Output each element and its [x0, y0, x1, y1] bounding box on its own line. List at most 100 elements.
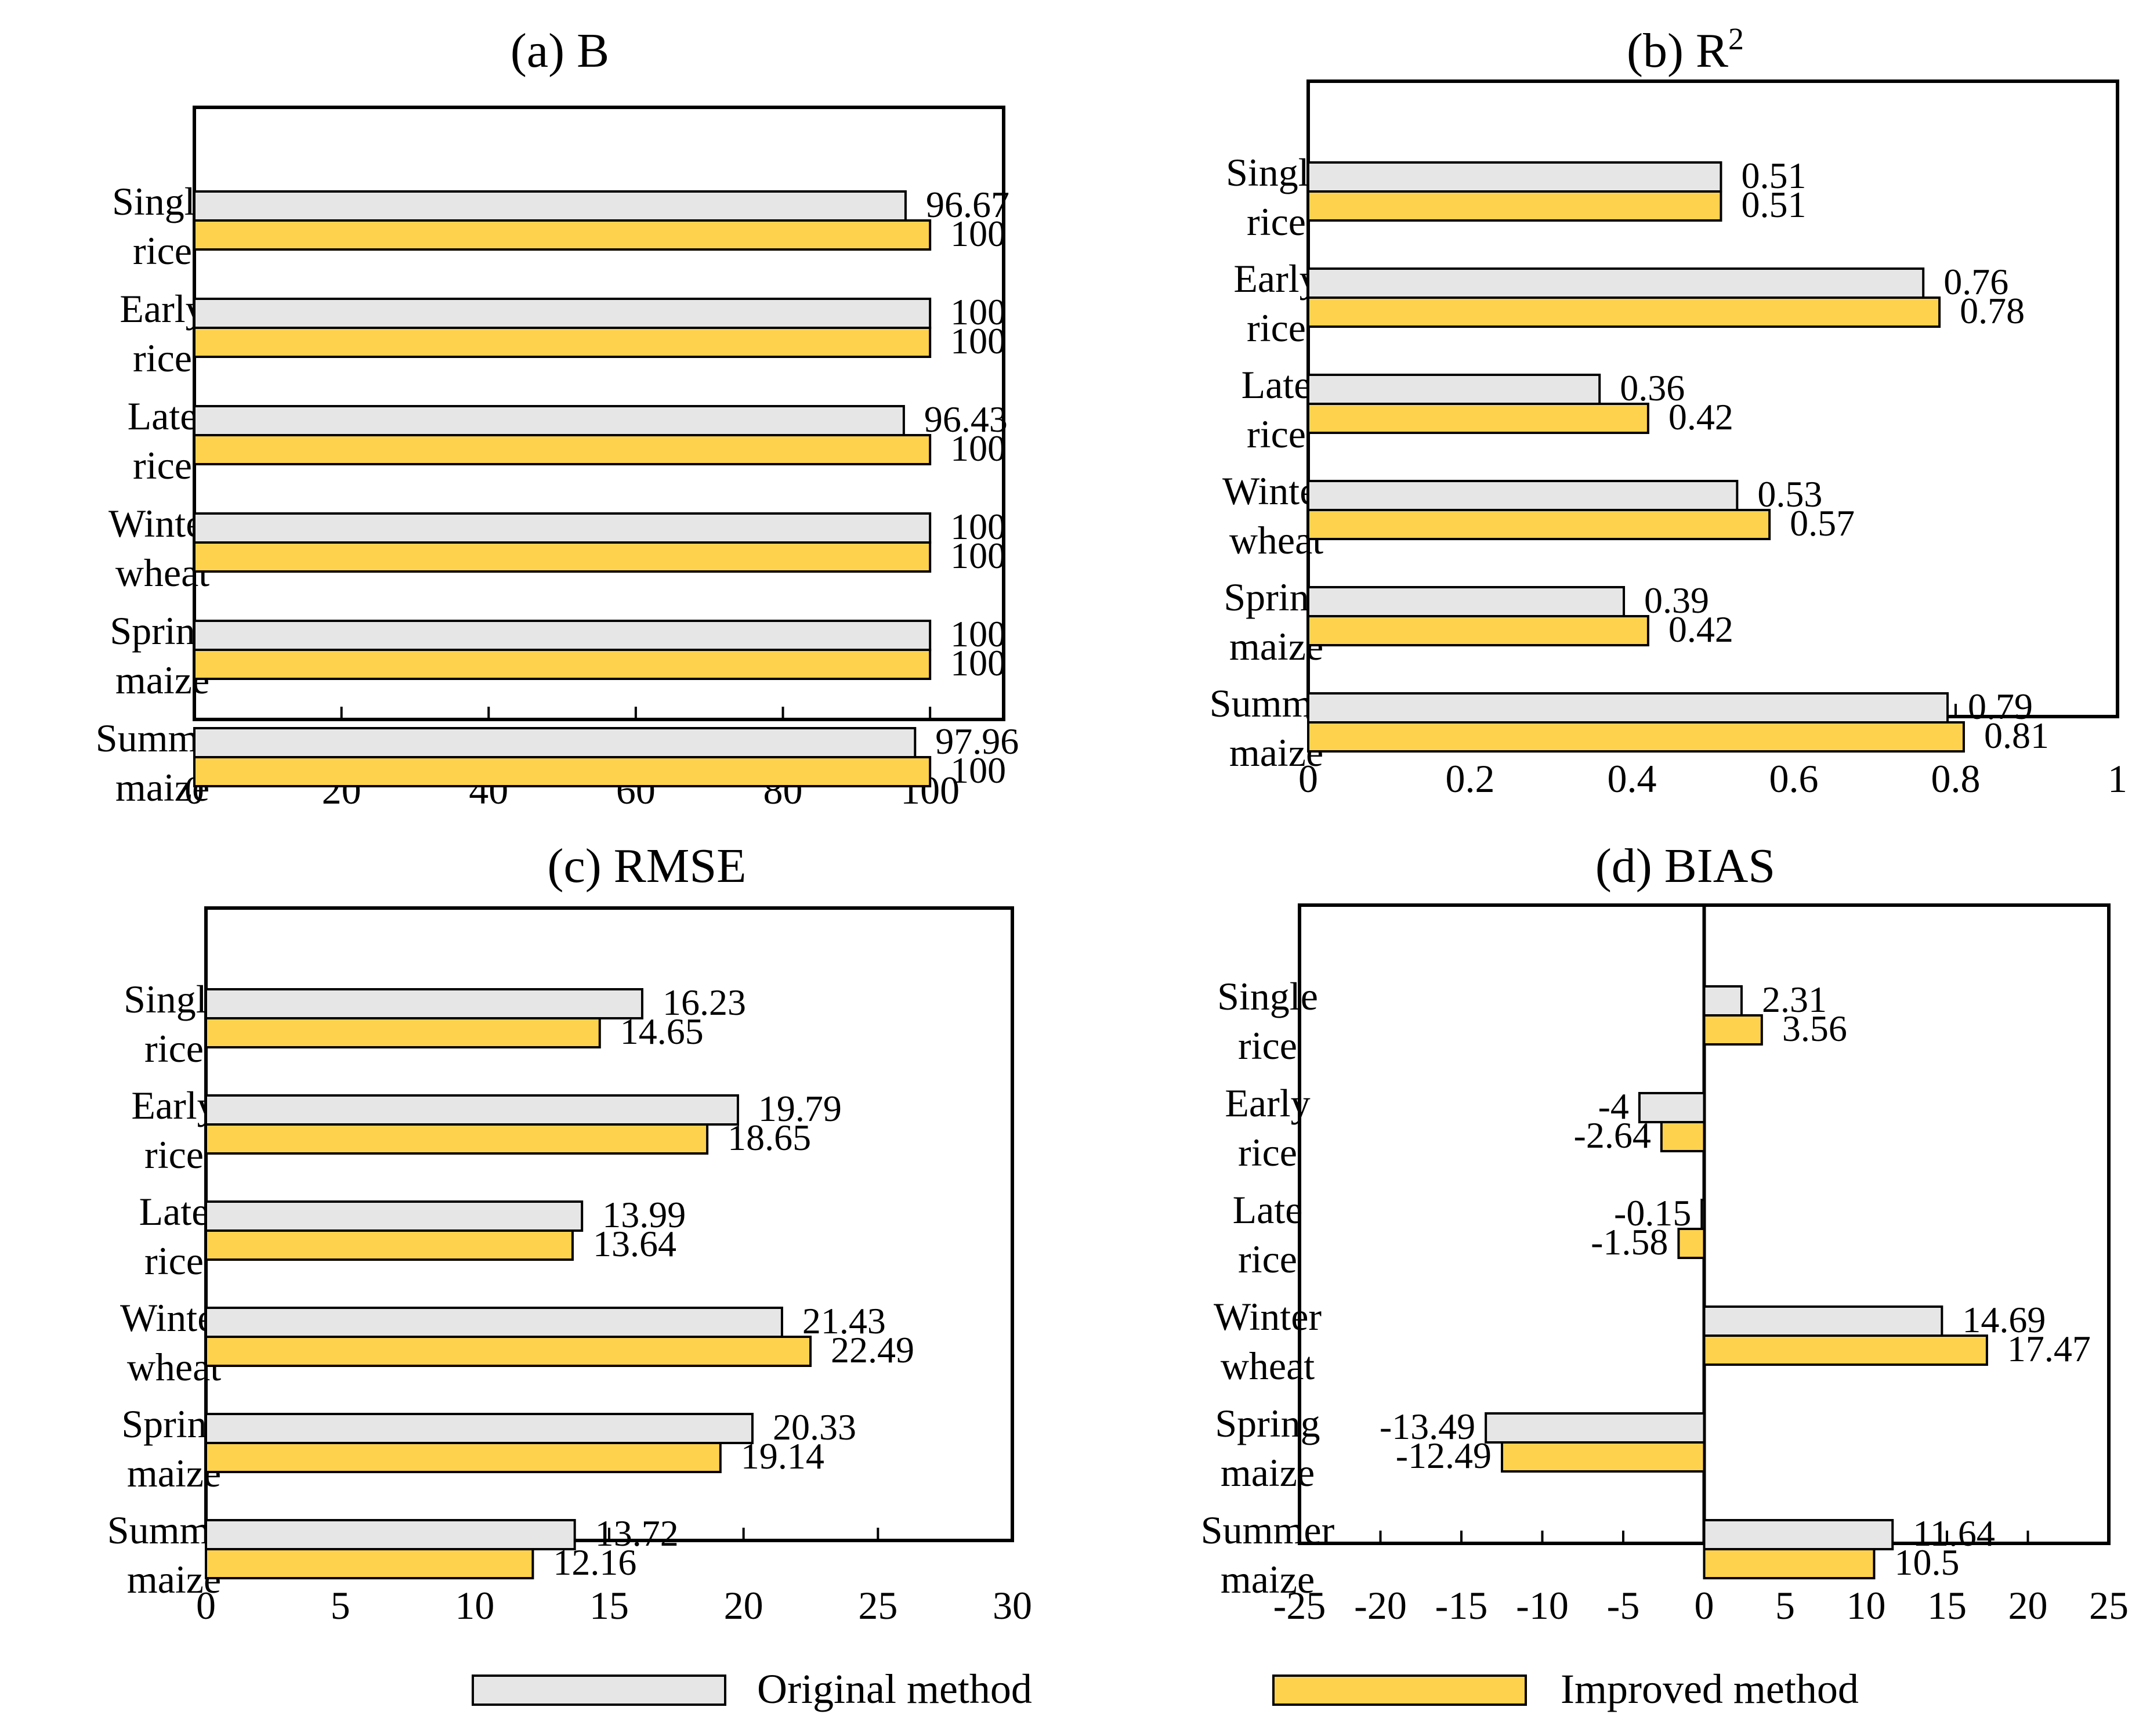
legend-swatch-improved [1272, 1674, 1527, 1706]
bar-original [205, 1519, 576, 1550]
x-tick-label: -25 [1273, 1583, 1326, 1628]
data-label: 0.51 [1741, 155, 1806, 196]
bar-improved [205, 1229, 574, 1261]
category-label: rice [1238, 1237, 1297, 1281]
x-tick-label: -5 [1607, 1583, 1640, 1628]
bar-original [1307, 586, 1626, 617]
data-label: -12.49 [1396, 1435, 1492, 1476]
category-label: Late [1233, 1188, 1303, 1232]
x-tick-label: 0.8 [1931, 757, 1981, 801]
bar-original [205, 1094, 739, 1126]
category-label: Late [139, 1189, 209, 1234]
data-label: 0.39 [1644, 580, 1709, 621]
bar-improved [1307, 296, 1941, 328]
bar-original [205, 988, 643, 1019]
data-label: 100 [950, 320, 1006, 361]
x-tick-label: 30 [993, 1583, 1032, 1628]
legend-label-improved: Improved method [1561, 1666, 1859, 1712]
data-label: 0.36 [1620, 367, 1685, 408]
legend-swatch-original [472, 1674, 726, 1706]
x-tick-label: 0.2 [1446, 757, 1495, 801]
data-label: 14.69 [1962, 1299, 2046, 1340]
category-label: Late [128, 394, 198, 438]
bar-original [1307, 480, 1739, 511]
x-tick-label: 20 [2008, 1583, 2048, 1628]
x-tick-label: 10 [1847, 1583, 1886, 1628]
category-label: rice [144, 1239, 204, 1283]
x-tick-label: 15 [1927, 1583, 1967, 1628]
bar-improved [1703, 1548, 1876, 1579]
category-label: rice [133, 336, 192, 380]
data-label: 10.5 [1894, 1542, 1959, 1583]
bar-improved [1307, 721, 1965, 753]
bar-improved [193, 219, 932, 251]
bar-improved [1703, 1334, 1988, 1366]
panels: (a) B0 20 40 60 80 100Singlerice96.67100Early… [96, 21, 2129, 1628]
bar-original [193, 298, 932, 329]
category-label: rice [144, 1026, 204, 1070]
data-label: 100 [950, 428, 1006, 469]
x-tick-label: 20 [724, 1583, 763, 1628]
data-label: -2.64 [1574, 1115, 1651, 1156]
chart-panel-1: (b) R20 0.2 0.4 0.6 0.8 1Singlerice0.510.51Ea… [1210, 21, 2127, 801]
bar-original [1700, 1199, 1706, 1230]
legend: Original method Improved method [472, 1666, 1859, 1712]
x-tick-label: 0.4 [1608, 757, 1657, 801]
bar-improved [193, 756, 932, 787]
bar-improved [205, 1442, 722, 1473]
category-label: Early [1225, 1081, 1310, 1125]
bar-improved [205, 1548, 534, 1579]
data-label: 17.47 [2007, 1328, 2091, 1369]
x-tick-label: 5 [331, 1583, 350, 1628]
bar-original [1307, 692, 1949, 724]
data-label: 100 [950, 642, 1006, 683]
bar-improved [205, 1336, 812, 1367]
category-label: Single [1217, 974, 1318, 1018]
bar-improved [1677, 1228, 1706, 1259]
bar-original [205, 1200, 584, 1232]
bar-improved [1307, 615, 1649, 646]
bar-original [1703, 985, 1743, 1017]
data-label: -13.49 [1380, 1406, 1475, 1447]
bar-original [1703, 1305, 1943, 1337]
data-label: 96.67 [926, 184, 1009, 225]
bar-original [1307, 374, 1601, 405]
x-tick-label: -15 [1435, 1583, 1488, 1628]
bar-improved [1307, 403, 1649, 434]
data-label: 3.56 [1782, 1008, 1847, 1049]
data-label: 0.79 [1968, 686, 2033, 727]
category-label: Early [120, 287, 205, 331]
data-label: 11.64 [1913, 1513, 1995, 1554]
x-tick-label: 0.6 [1769, 757, 1819, 801]
category-label: Winter [1214, 1294, 1322, 1339]
data-label: 0.57 [1790, 502, 1855, 544]
data-label: 2.31 [1762, 979, 1827, 1020]
bar-original [193, 190, 907, 222]
bar-improved [193, 434, 932, 465]
bar-improved [1501, 1441, 1706, 1473]
data-label: 97.96 [935, 721, 1019, 762]
data-label: 0.76 [1943, 261, 2008, 302]
bar-original [193, 727, 917, 758]
data-label: 14.65 [620, 1011, 704, 1052]
category-label: rice [1247, 200, 1306, 244]
data-label: 0.42 [1668, 396, 1733, 437]
data-label: 0.78 [1960, 290, 2025, 331]
data-label: 96.43 [924, 399, 1008, 440]
data-label: 100 [950, 213, 1006, 254]
bar-improved [193, 327, 932, 358]
category-label: Early [131, 1083, 216, 1127]
x-tick-label: -20 [1354, 1583, 1407, 1628]
data-label: 12.16 [553, 1542, 636, 1583]
chart-title: (a) B [511, 24, 609, 78]
bar-original [193, 405, 905, 436]
category-label: rice [1238, 1023, 1297, 1068]
data-label: 100 [950, 613, 1006, 654]
data-label: -0.15 [1614, 1192, 1691, 1234]
x-tick-label: 0 [196, 1583, 216, 1628]
category-label: Early [1233, 256, 1319, 301]
x-tick-label: 5 [1775, 1583, 1795, 1628]
x-tick-label: 25 [2089, 1583, 2129, 1628]
category-label: rice [1247, 412, 1306, 456]
